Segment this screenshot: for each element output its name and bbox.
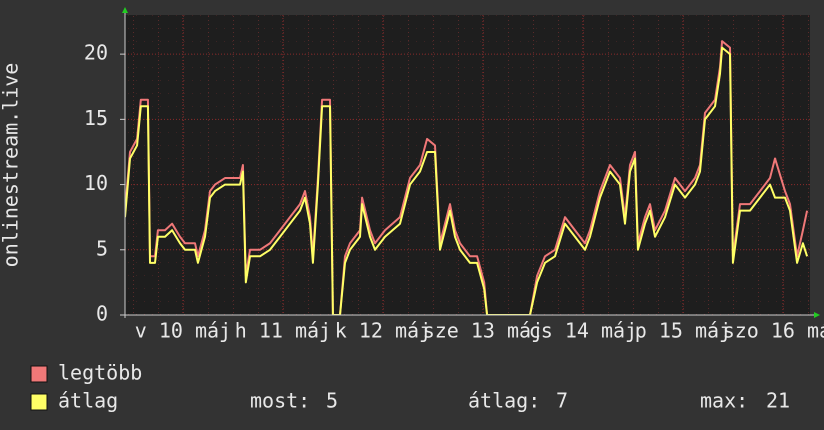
- y-tick-label: 20: [84, 41, 108, 65]
- stat-label: max:: [700, 389, 748, 413]
- minor-grid: [125, 15, 810, 315]
- x-tick-label: sze 13 máj: [423, 319, 543, 343]
- x-tick-label: p 15 máj: [635, 319, 731, 343]
- x-tick-label: h 11 máj: [235, 319, 331, 343]
- legend-label: legtöbb: [58, 361, 142, 385]
- axis-arrow: [814, 312, 820, 318]
- y-axis-label: onlinestream.live: [0, 63, 23, 268]
- series-line: [125, 46, 809, 315]
- stat-value: 7: [556, 389, 568, 413]
- stat-label: most:: [250, 389, 310, 413]
- stat-value: 5: [326, 389, 338, 413]
- legend-swatch: [30, 365, 48, 383]
- legend-swatch: [30, 393, 48, 411]
- stat-value: 21: [766, 389, 790, 413]
- x-tick-label: cs 14 máj: [529, 319, 637, 343]
- axis-arrow: [122, 7, 128, 13]
- y-tick-label: 5: [96, 236, 108, 260]
- stat-label: átlag:: [468, 389, 540, 413]
- y-tick-label: 0: [96, 302, 108, 326]
- x-tick-label: v 10 máj: [135, 319, 231, 343]
- x-tick-label: szo 16 máj: [723, 319, 824, 343]
- x-tick-label: k 12 máj: [335, 319, 431, 343]
- y-tick-label: 15: [84, 106, 108, 130]
- y-tick-label: 10: [84, 171, 108, 195]
- legend-label: átlag: [58, 389, 118, 413]
